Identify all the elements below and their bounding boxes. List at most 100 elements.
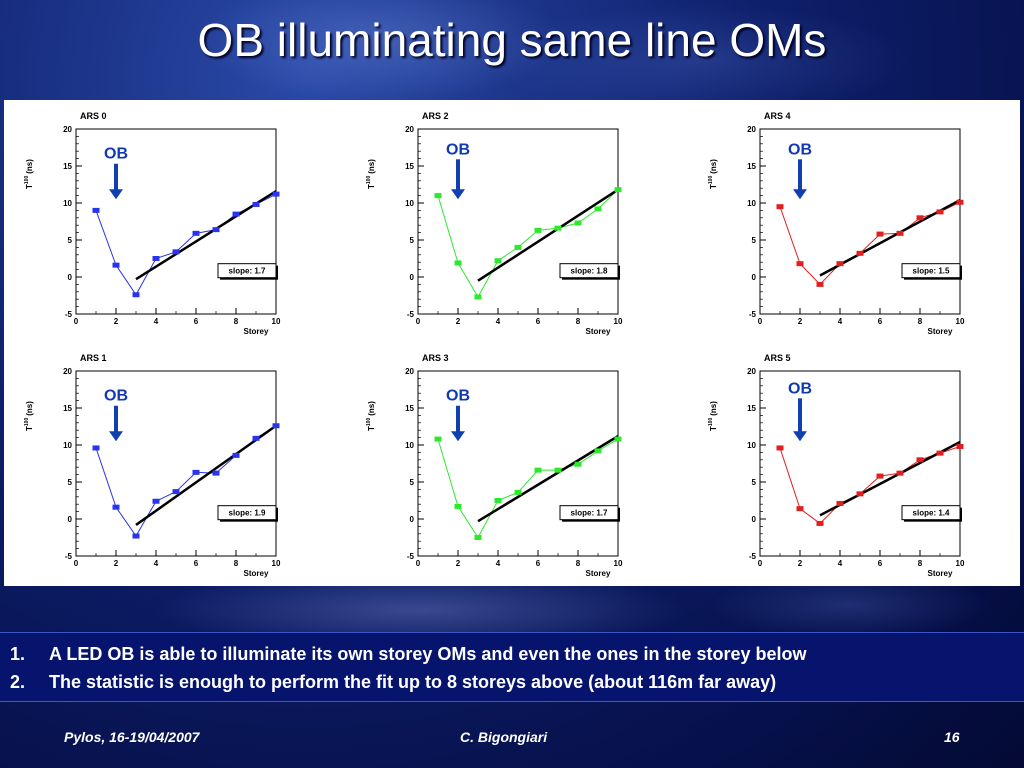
data-point (896, 470, 904, 476)
y-tick-label: 20 (63, 367, 72, 376)
y-tick-label: 0 (68, 273, 73, 282)
y-axis-label-main: T (367, 184, 376, 189)
y-axis-label-main: T (709, 426, 718, 431)
y-tick-label: 0 (752, 515, 757, 524)
data-point (494, 498, 502, 503)
x-tick-label: 10 (272, 317, 281, 326)
data-point (212, 470, 220, 476)
x-tick-label: 0 (416, 317, 421, 326)
y-axis-label-sup: 100 (708, 176, 714, 185)
footer-event: Pylos, 16-19/04/2007 (64, 729, 200, 745)
y-tick-label: 10 (747, 199, 756, 208)
y-tick-label: 5 (752, 478, 757, 487)
y-tick-label: 0 (752, 273, 757, 282)
y-axis-label-unit: (ns) (25, 401, 34, 416)
down-arrow-icon (109, 189, 123, 200)
y-axis-label: T100 (ns) (708, 401, 718, 431)
y-tick-label: 10 (405, 441, 414, 450)
data-point (856, 250, 864, 256)
data-point (554, 225, 562, 231)
data-point (192, 469, 200, 475)
data-point (796, 506, 804, 512)
note-text: A LED OB is able to illuminate its own s… (49, 644, 807, 664)
y-axis-label-sup: 100 (366, 176, 372, 185)
y-tick-label: -5 (407, 552, 415, 561)
data-point (474, 294, 482, 300)
x-tick-label: 8 (918, 317, 923, 326)
y-axis-label-sup: 100 (24, 176, 30, 185)
x-tick-label: 6 (536, 317, 541, 326)
data-point (92, 445, 100, 451)
x-tick-label: 6 (536, 559, 541, 568)
data-point (594, 448, 602, 454)
x-tick-label: 2 (798, 559, 803, 568)
x-tick-label: 8 (234, 317, 239, 326)
data-point (232, 452, 240, 458)
y-tick-label: 15 (405, 404, 414, 413)
data-point (514, 244, 522, 250)
data-point (92, 207, 100, 213)
y-tick-label: -5 (65, 310, 73, 319)
y-axis-label-unit: (ns) (709, 401, 718, 416)
down-arrow-icon (451, 431, 465, 442)
footer-page-number: 16 (944, 729, 960, 745)
x-tick-label: 6 (878, 317, 883, 326)
data-point (272, 423, 280, 429)
ob-label: OB (446, 141, 470, 158)
x-tick-label: 8 (918, 559, 923, 568)
footer-author: C. Bigongiari (460, 729, 548, 745)
x-tick-label: 4 (154, 559, 159, 568)
series-line (437, 438, 619, 539)
x-tick-label: 4 (838, 317, 843, 326)
y-axis-label-unit: (ns) (367, 401, 376, 416)
y-axis-label: T100 (ns) (366, 401, 376, 431)
y-axis-label-sup: 100 (708, 418, 714, 427)
y-tick-label: -5 (65, 552, 73, 561)
data-point (594, 206, 602, 212)
fit-line (477, 188, 619, 282)
data-point (252, 435, 260, 441)
y-tick-label: 20 (63, 125, 72, 134)
data-point (112, 504, 120, 510)
x-axis-label: Storey (928, 569, 953, 578)
y-tick-label: 0 (410, 273, 415, 282)
y-tick-label: 15 (747, 162, 756, 171)
down-arrow-icon (451, 189, 465, 200)
x-tick-label: 0 (416, 559, 421, 568)
y-tick-label: 20 (405, 125, 414, 134)
ob-label: OB (104, 388, 128, 405)
x-tick-label: 0 (758, 559, 763, 568)
y-tick-label: -5 (407, 310, 415, 319)
x-tick-label: 2 (456, 559, 461, 568)
data-point (936, 209, 944, 215)
slide-title: OB illuminating same line OMs (197, 14, 827, 66)
y-axis-label: T100 (ns) (24, 159, 34, 189)
y-tick-label: 0 (68, 515, 73, 524)
x-tick-label: 0 (74, 317, 79, 326)
slope-label: slope: 1.5 (913, 267, 950, 276)
data-point (252, 201, 260, 207)
y-tick-label: 10 (63, 199, 72, 208)
x-tick-label: 2 (456, 317, 461, 326)
slope-label: slope: 1.7 (229, 267, 266, 276)
y-tick-label: 5 (68, 236, 73, 245)
data-point (272, 191, 280, 197)
note-text: The statistic is enough to perform the f… (49, 672, 777, 692)
y-tick-label: 5 (752, 236, 757, 245)
data-point (232, 211, 240, 217)
y-tick-label: 20 (747, 367, 756, 376)
data-point (956, 443, 964, 449)
plot-title: ARS 4 (764, 111, 791, 121)
x-tick-label: 4 (154, 317, 159, 326)
series-line (437, 189, 619, 298)
data-point (836, 500, 844, 506)
data-point (876, 473, 884, 479)
slope-box (559, 505, 619, 521)
data-point (454, 503, 462, 509)
x-tick-label: 10 (956, 317, 965, 326)
y-tick-label: 20 (405, 367, 414, 376)
y-axis-label-unit: (ns) (367, 159, 376, 174)
